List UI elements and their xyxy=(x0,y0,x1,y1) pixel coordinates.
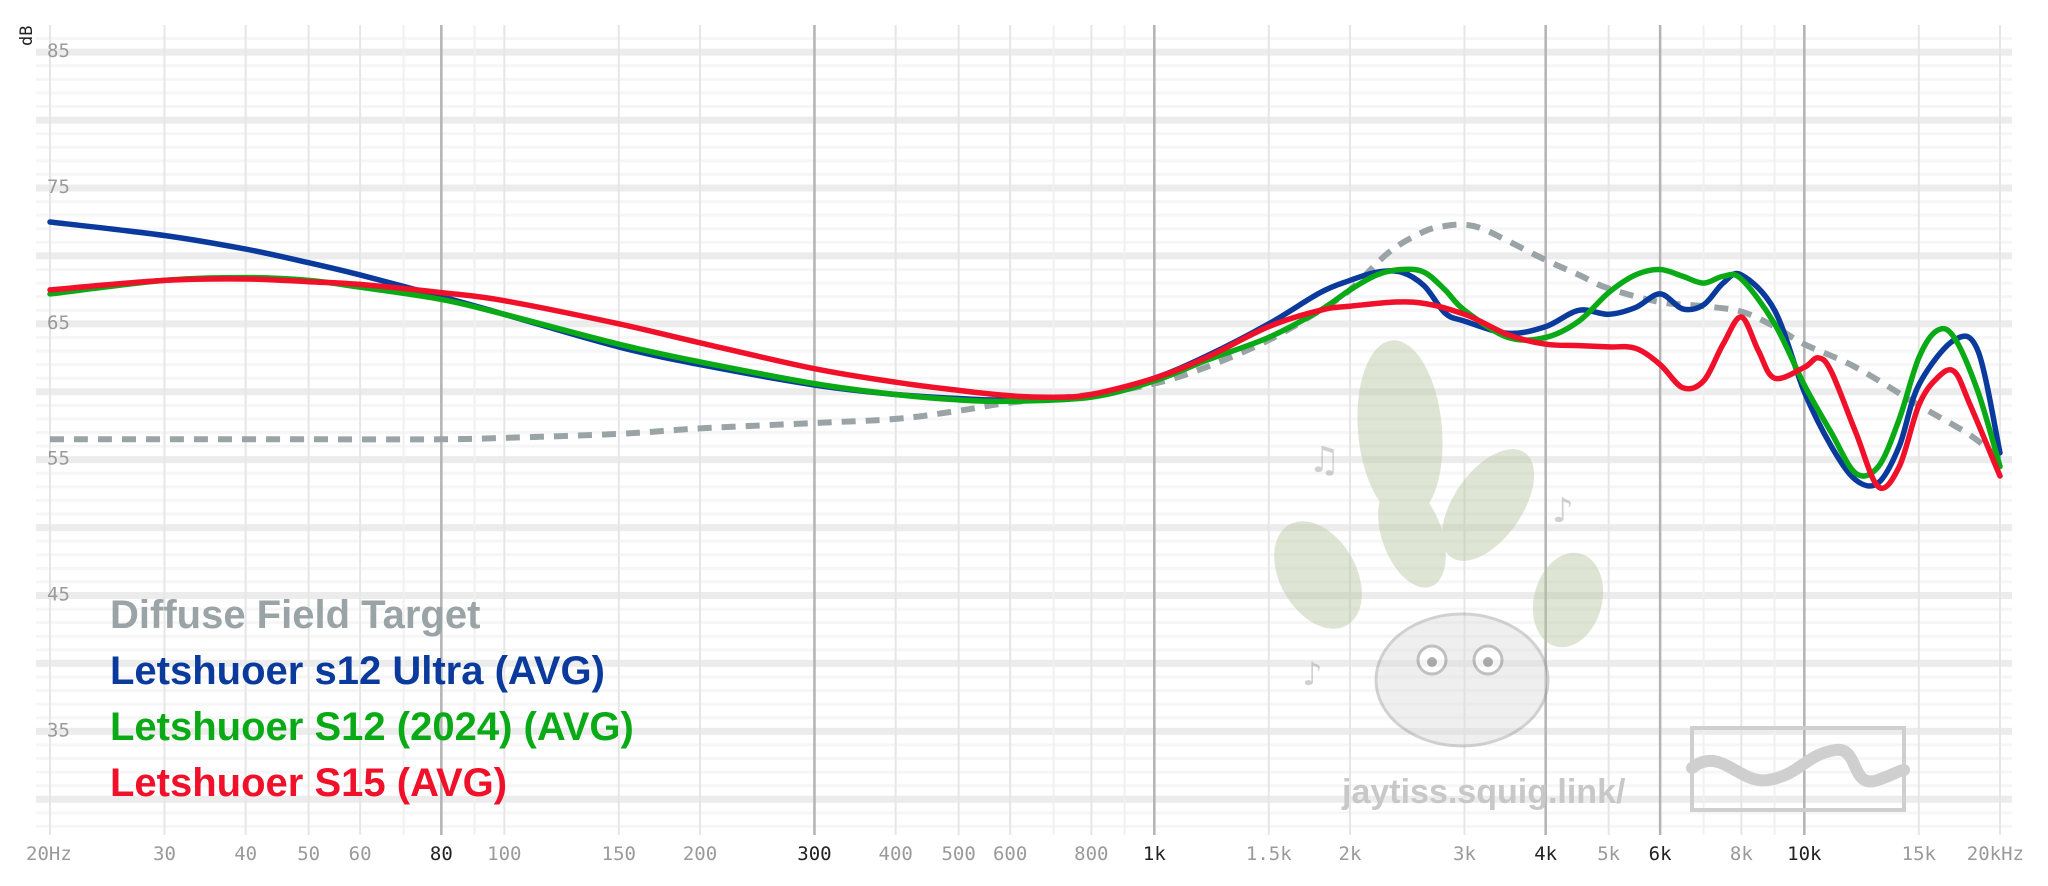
legend-entry-2: Letshuoer s12 Ultra (AVG) xyxy=(110,649,605,693)
x-tick-label: 5k xyxy=(1597,843,1620,865)
x-tick-label: 3k xyxy=(1453,843,1476,865)
legend-entry-3: Letshuoer S12 (2024) (AVG) xyxy=(110,705,634,749)
x-tick-label: 500 xyxy=(941,843,975,865)
svg-text:♪: ♪ xyxy=(1552,491,1574,531)
x-tick-label: 1k xyxy=(1143,843,1166,865)
x-tick-label: 10k xyxy=(1787,843,1822,865)
x-tick-label: 2k xyxy=(1339,843,1362,865)
x-tick-label: 400 xyxy=(879,843,913,865)
x-tick-label: 150 xyxy=(602,843,636,865)
watermark-site-text: jaytiss.squig.link/ xyxy=(1341,773,1626,811)
x-tick-label: 80 xyxy=(430,843,453,865)
x-tick-label: 600 xyxy=(993,843,1027,865)
squiglink-logo xyxy=(1686,726,1910,812)
x-tick-label: 1.5k xyxy=(1246,843,1292,865)
x-tick-label: 100 xyxy=(487,843,521,865)
x-tick-label: 20kHz xyxy=(1967,843,2024,865)
axes: 35 45 55 65 75 85 dB 20Hz 30 40 50 60 80 100 150 200 300… xyxy=(17,26,2024,865)
y-tick-label: 45 xyxy=(47,584,70,606)
y-tick-label: 55 xyxy=(47,448,70,470)
series-line-3 xyxy=(47,266,2003,479)
y-tick-label: 85 xyxy=(47,40,70,62)
x-tick-label: 6k xyxy=(1649,843,1672,865)
legend-entry-4: Letshuoer S15 (AVG) xyxy=(110,761,507,805)
x-tick-label: 15k xyxy=(1902,843,1937,865)
series-line-1 xyxy=(50,221,2002,463)
legend-entry-1: Diffuse Field Target xyxy=(110,593,480,637)
svg-text:♫: ♫ xyxy=(1308,440,1340,481)
series-line-4 xyxy=(47,276,2003,491)
x-tick-label: 200 xyxy=(683,843,717,865)
y-axis-label: dB xyxy=(17,26,37,46)
x-tick-label: 300 xyxy=(797,843,831,865)
series-lines xyxy=(47,219,2003,491)
x-tick-label: 4k xyxy=(1534,843,1557,865)
y-tick-label: 75 xyxy=(47,176,70,198)
x-tick-label: 30 xyxy=(153,843,176,865)
y-tick-label: 65 xyxy=(47,312,70,334)
y-tick-label: 35 xyxy=(47,719,70,741)
x-tick-label: 50 xyxy=(297,843,320,865)
legend: Diffuse Field Target Letshuoer s12 Ultra … xyxy=(110,593,634,805)
mascot-watermark: ♫ ♪ ♪ xyxy=(1274,340,1604,748)
x-tick-label: 20Hz xyxy=(26,843,72,865)
x-tick-label: 800 xyxy=(1074,843,1108,865)
x-tick-label: 40 xyxy=(234,843,257,865)
x-tick-label: 8k xyxy=(1730,843,1753,865)
svg-text:♪: ♪ xyxy=(1302,655,1322,693)
x-tick-label: 60 xyxy=(349,843,372,865)
